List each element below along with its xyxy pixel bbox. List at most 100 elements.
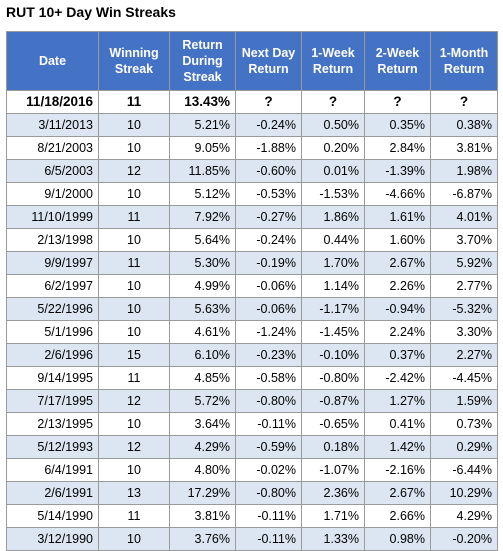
cell-winning-streak: 10 bbox=[98, 228, 170, 252]
cell-winning-streak: 11 bbox=[98, 251, 170, 275]
cell-2-week-return: 2.26% bbox=[364, 274, 431, 298]
cell-return-during-streak: 3.81% bbox=[169, 504, 236, 528]
cell-winning-streak: 10 bbox=[98, 458, 170, 482]
cell-1-month-return: 10.29% bbox=[430, 481, 498, 505]
cell-2-week-return: 1.42% bbox=[364, 435, 431, 459]
current-1-month-return: ? bbox=[430, 90, 498, 114]
cell-1-week-return: 1.71% bbox=[301, 504, 365, 528]
cell-1-month-return: 5.92% bbox=[430, 251, 498, 275]
cell-1-month-return: 0.73% bbox=[430, 412, 498, 436]
cell-1-month-return: -6.87% bbox=[430, 182, 498, 206]
col-header-2-week-return: 2-Week Return bbox=[364, 31, 431, 91]
cell-date: 9/1/2000 bbox=[6, 182, 99, 206]
table-row: 3/11/2013 10 5.21% -0.24% 0.50% 0.35% 0.38% bbox=[6, 113, 498, 137]
cell-winning-streak: 11 bbox=[98, 366, 170, 390]
cell-next-day-return: -0.58% bbox=[235, 366, 302, 390]
cell-1-week-return: -0.87% bbox=[301, 389, 365, 413]
cell-next-day-return: -0.59% bbox=[235, 435, 302, 459]
cell-date: 2/6/1996 bbox=[6, 343, 99, 367]
cell-next-day-return: -0.06% bbox=[235, 274, 302, 298]
cell-1-month-return: 3.30% bbox=[430, 320, 498, 344]
col-header-winning-streak: Winning Streak bbox=[98, 31, 170, 91]
cell-date: 9/9/1997 bbox=[6, 251, 99, 275]
cell-winning-streak: 12 bbox=[98, 159, 170, 183]
table-row: 6/4/1991 10 4.80% -0.02% -1.07% -2.16% -6.44% bbox=[6, 458, 498, 482]
cell-2-week-return: -1.39% bbox=[364, 159, 431, 183]
cell-next-day-return: -0.80% bbox=[235, 481, 302, 505]
cell-1-week-return: 0.44% bbox=[301, 228, 365, 252]
cell-1-month-return: -5.32% bbox=[430, 297, 498, 321]
cell-return-during-streak: 7.92% bbox=[169, 205, 236, 229]
col-header-next-day-return: Next Day Return bbox=[235, 31, 302, 91]
cell-date: 6/2/1997 bbox=[6, 274, 99, 298]
cell-return-during-streak: 9.05% bbox=[169, 136, 236, 160]
cell-return-during-streak: 5.72% bbox=[169, 389, 236, 413]
cell-date: 5/12/1993 bbox=[6, 435, 99, 459]
col-header-date: Date bbox=[6, 31, 99, 91]
cell-1-month-return: 4.01% bbox=[430, 205, 498, 229]
cell-1-week-return: -1.45% bbox=[301, 320, 365, 344]
cell-return-during-streak: 4.61% bbox=[169, 320, 236, 344]
cell-winning-streak: 10 bbox=[98, 320, 170, 344]
cell-winning-streak: 12 bbox=[98, 389, 170, 413]
cell-1-week-return: 1.70% bbox=[301, 251, 365, 275]
cell-1-month-return: 0.38% bbox=[430, 113, 498, 137]
cell-next-day-return: -0.11% bbox=[235, 504, 302, 528]
cell-date: 3/12/1990 bbox=[6, 527, 99, 551]
cell-2-week-return: 0.37% bbox=[364, 343, 431, 367]
cell-next-day-return: -0.11% bbox=[235, 412, 302, 436]
cell-next-day-return: -0.24% bbox=[235, 113, 302, 137]
cell-return-during-streak: 5.21% bbox=[169, 113, 236, 137]
cell-1-month-return: 3.81% bbox=[430, 136, 498, 160]
cell-2-week-return: -2.42% bbox=[364, 366, 431, 390]
cell-date: 6/4/1991 bbox=[6, 458, 99, 482]
cell-1-week-return: -1.53% bbox=[301, 182, 365, 206]
cell-1-week-return: 1.33% bbox=[301, 527, 365, 551]
table-row: 8/21/2003 10 9.05% -1.88% 0.20% 2.84% 3.81% bbox=[6, 136, 498, 160]
cell-next-day-return: -0.11% bbox=[235, 527, 302, 551]
cell-winning-streak: 10 bbox=[98, 113, 170, 137]
cell-winning-streak: 10 bbox=[98, 136, 170, 160]
table-row: 5/12/1993 12 4.29% -0.59% 0.18% 1.42% 0.29% bbox=[6, 435, 498, 459]
cell-winning-streak: 12 bbox=[98, 435, 170, 459]
cell-return-during-streak: 5.63% bbox=[169, 297, 236, 321]
cell-2-week-return: 2.24% bbox=[364, 320, 431, 344]
cell-date: 2/13/1995 bbox=[6, 412, 99, 436]
table-row: 2/6/1991 13 17.29% -0.80% 2.36% 2.67% 10.29% bbox=[6, 481, 498, 505]
cell-date: 8/21/2003 bbox=[6, 136, 99, 160]
table-row: 5/14/1990 11 3.81% -0.11% 1.71% 2.66% 4.29% bbox=[6, 504, 498, 528]
cell-date: 9/14/1995 bbox=[6, 366, 99, 390]
cell-return-during-streak: 4.80% bbox=[169, 458, 236, 482]
cell-next-day-return: -1.24% bbox=[235, 320, 302, 344]
table-row: 7/17/1995 12 5.72% -0.80% -0.87% 1.27% 1.59% bbox=[6, 389, 498, 413]
cell-2-week-return: 1.27% bbox=[364, 389, 431, 413]
cell-1-week-return: -1.17% bbox=[301, 297, 365, 321]
cell-next-day-return: -0.06% bbox=[235, 297, 302, 321]
cell-date: 5/14/1990 bbox=[6, 504, 99, 528]
table-row: 6/5/2003 12 11.85% -0.60% 0.01% -1.39% 1.98% bbox=[6, 159, 498, 183]
cell-next-day-return: -0.27% bbox=[235, 205, 302, 229]
cell-2-week-return: -4.66% bbox=[364, 182, 431, 206]
cell-1-week-return: 1.86% bbox=[301, 205, 365, 229]
cell-date: 5/1/1996 bbox=[6, 320, 99, 344]
current-date: 11/18/2016 bbox=[6, 90, 99, 114]
cell-1-week-return: 1.14% bbox=[301, 274, 365, 298]
table-row: 9/1/2000 10 5.12% -0.53% -1.53% -4.66% -6.87% bbox=[6, 182, 498, 206]
cell-winning-streak: 11 bbox=[98, 205, 170, 229]
table-row: 9/9/1997 11 5.30% -0.19% 1.70% 2.67% 5.92% bbox=[6, 251, 498, 275]
cell-1-week-return: -0.80% bbox=[301, 366, 365, 390]
cell-winning-streak: 10 bbox=[98, 412, 170, 436]
cell-winning-streak: 10 bbox=[98, 527, 170, 551]
cell-return-during-streak: 4.85% bbox=[169, 366, 236, 390]
cell-winning-streak: 10 bbox=[98, 297, 170, 321]
cell-1-month-return: 3.70% bbox=[430, 228, 498, 252]
cell-return-during-streak: 4.29% bbox=[169, 435, 236, 459]
cell-1-month-return: -6.44% bbox=[430, 458, 498, 482]
table-row: 9/14/1995 11 4.85% -0.58% -0.80% -2.42% -4.45% bbox=[6, 366, 498, 390]
cell-next-day-return: -0.53% bbox=[235, 182, 302, 206]
cell-return-during-streak: 4.99% bbox=[169, 274, 236, 298]
cell-1-week-return: -0.10% bbox=[301, 343, 365, 367]
cell-2-week-return: -0.94% bbox=[364, 297, 431, 321]
cell-1-month-return: 2.27% bbox=[430, 343, 498, 367]
cell-1-week-return: -0.65% bbox=[301, 412, 365, 436]
